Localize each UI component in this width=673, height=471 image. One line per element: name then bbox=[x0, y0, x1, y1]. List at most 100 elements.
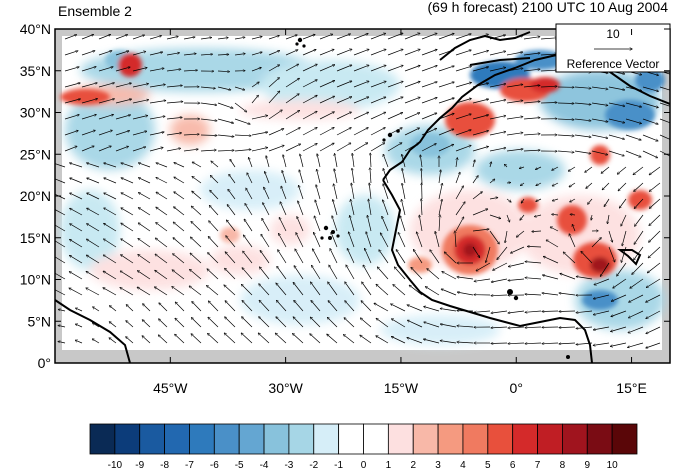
wind-vector-arrow bbox=[285, 64, 299, 72]
wind-vector-arrow bbox=[115, 99, 132, 104]
wind-vector-arrow bbox=[225, 252, 236, 264]
wind-vector-arrow bbox=[132, 147, 146, 152]
wind-vector-arrow bbox=[319, 112, 334, 120]
wind-vector-arrow bbox=[633, 166, 644, 175]
wind-vector-arrow bbox=[138, 271, 151, 280]
wind-vector-arrow bbox=[455, 145, 471, 152]
wind-vector-arrow bbox=[370, 143, 385, 152]
wind-vector-arrow bbox=[457, 277, 474, 280]
colorbar-swatch bbox=[512, 423, 538, 455]
wind-vector-arrow bbox=[173, 238, 185, 248]
wind-vector-arrow bbox=[209, 205, 219, 216]
wind-vector-arrow bbox=[607, 214, 610, 224]
wind-vector-arrow bbox=[508, 343, 525, 344]
wind-vector-arrow bbox=[200, 150, 216, 151]
wind-vector-arrow bbox=[98, 130, 112, 136]
lat-tick-label: 10°N bbox=[20, 272, 51, 288]
wind-vector-arrow bbox=[424, 322, 440, 328]
wind-vector-arrow bbox=[120, 288, 134, 296]
wind-vector-arrow bbox=[344, 318, 355, 328]
wind-vector-arrow bbox=[158, 335, 168, 344]
forecast-time-label: (69 h forecast) 2100 UTC 10 Aug 2004 bbox=[428, 0, 669, 15]
wind-vector-arrow bbox=[455, 130, 471, 136]
lon-tick-label: 45°W bbox=[153, 380, 188, 396]
wind-vector-arrow bbox=[138, 254, 151, 264]
wind-vector-arrow bbox=[391, 304, 406, 312]
wind-vector-arrow bbox=[335, 154, 338, 168]
wind-vector-arrow bbox=[86, 271, 100, 280]
wind-vector-arrow bbox=[370, 33, 386, 40]
wind-vector-arrow bbox=[333, 200, 338, 216]
wind-vector-arrow bbox=[350, 216, 355, 232]
wind-vector-arrow bbox=[268, 110, 282, 120]
wind-vector-arrow bbox=[230, 159, 236, 168]
wind-vector-arrow bbox=[370, 81, 386, 88]
wind-vector-arrow bbox=[55, 178, 66, 184]
wind-vector-arrow bbox=[297, 217, 304, 232]
wind-vector-arrow bbox=[242, 317, 253, 328]
wind-vector-arrow bbox=[98, 146, 111, 152]
wind-vector-arrow bbox=[226, 236, 236, 248]
wind-vector-arrow bbox=[642, 134, 658, 141]
colorbar-tick-label: -1 bbox=[334, 460, 343, 471]
wind-vector-arrow bbox=[299, 170, 304, 184]
colorbar-swatch bbox=[263, 423, 290, 455]
wind-vector-arrow bbox=[649, 166, 661, 175]
wind-vector-arrow bbox=[345, 301, 355, 312]
wind-vector-arrow bbox=[315, 200, 321, 216]
wind-vector-arrow bbox=[319, 49, 334, 56]
wind-vector-arrow bbox=[149, 148, 163, 152]
wind-vector-arrow bbox=[646, 294, 661, 302]
wind-vector-arrow bbox=[421, 169, 422, 184]
wind-vector-arrow bbox=[217, 71, 230, 72]
wind-vector-arrow bbox=[260, 267, 270, 280]
wind-vector-arrow bbox=[175, 318, 185, 328]
wind-vector-arrow bbox=[628, 342, 644, 347]
colorbar-tick-label: -8 bbox=[160, 460, 169, 471]
wind-vector-arrow bbox=[121, 178, 134, 184]
wind-vector-arrow bbox=[472, 176, 478, 184]
wind-vector-arrow bbox=[227, 205, 236, 216]
wind-vector-arrow bbox=[557, 119, 574, 120]
wind-vector-arrow bbox=[336, 34, 350, 40]
wind-vector-arrow bbox=[149, 132, 164, 136]
wind-vector-arrow bbox=[404, 33, 420, 40]
wind-vector-arrow bbox=[103, 271, 117, 280]
wind-vector-arrow bbox=[559, 293, 576, 296]
lat-tick-label: 35°N bbox=[20, 63, 51, 79]
wind-vector-arrow bbox=[525, 294, 542, 295]
colorbar-swatch bbox=[363, 423, 389, 455]
lat-tick-label: 0° bbox=[38, 355, 51, 371]
wind-vector-arrow bbox=[319, 128, 334, 136]
colorbar-tick-label: 2 bbox=[410, 460, 416, 471]
wind-vector-arrow bbox=[424, 339, 440, 344]
wind-vector-arrow bbox=[521, 182, 525, 186]
wind-vector-arrow bbox=[103, 255, 117, 264]
wind-vector-arrow bbox=[604, 198, 610, 207]
wind-vector-arrow bbox=[155, 270, 168, 280]
wind-vector-arrow bbox=[211, 161, 219, 168]
wind-vector-arrow bbox=[166, 53, 179, 56]
wind-vector-arrow bbox=[87, 224, 100, 232]
reference-vector-key: 10 Reference Vector bbox=[555, 23, 671, 73]
wind-vector-arrow bbox=[491, 343, 508, 344]
wind-vector-arrow bbox=[174, 163, 185, 168]
wind-vector-arrow bbox=[506, 85, 523, 88]
wind-vector-arrow bbox=[64, 99, 80, 104]
wind-vector-arrow bbox=[285, 94, 299, 104]
wind-vector-arrow bbox=[234, 118, 250, 124]
wind-vector-arrow bbox=[126, 321, 134, 328]
wind-vector-arrow bbox=[618, 182, 627, 191]
wind-vector-arrow bbox=[540, 103, 557, 104]
wind-vector-arrow bbox=[532, 231, 542, 232]
wind-vector-arrow bbox=[611, 294, 627, 301]
wind-vector-arrow bbox=[259, 284, 270, 296]
wind-vector-arrow bbox=[319, 34, 333, 40]
wind-vector-arrow bbox=[278, 250, 287, 264]
colorbar-tick-label: -5 bbox=[235, 460, 244, 471]
wind-vector-arrow bbox=[360, 318, 372, 328]
wind-vector-arrow bbox=[404, 143, 419, 152]
wind-vector-arrow bbox=[98, 35, 111, 40]
wind-vector-arrow bbox=[261, 234, 270, 248]
wind-vector-arrow bbox=[625, 118, 641, 124]
